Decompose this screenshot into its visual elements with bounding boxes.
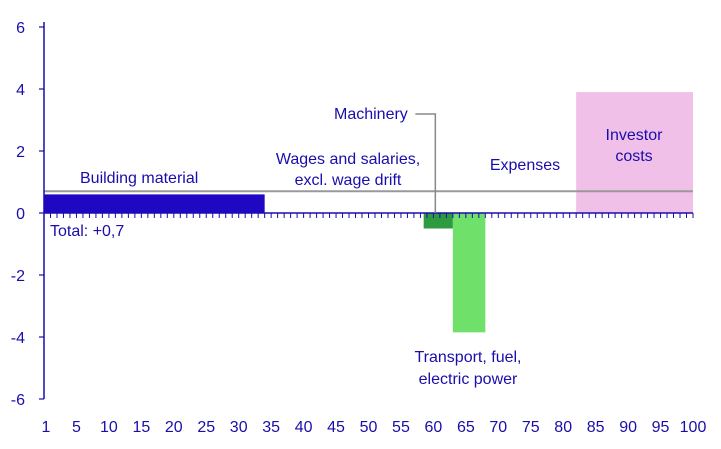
x-tick-label: 5	[72, 419, 81, 436]
x-tick-label: 35	[262, 419, 280, 436]
bar-machinery	[423, 213, 453, 229]
x-tick-label: 90	[619, 419, 637, 436]
y-tick-label: -6	[11, 392, 25, 409]
x-tick-label: 25	[197, 419, 215, 436]
y-tick-label: 6	[16, 20, 25, 37]
label-investor-line1: Investor	[606, 127, 664, 144]
x-tick-label: 80	[554, 419, 572, 436]
x-tick-label: 20	[165, 419, 183, 436]
bar-investor-costs	[576, 92, 693, 213]
x-tick-label: 85	[587, 419, 605, 436]
label-transport-line2: electric power	[419, 371, 518, 388]
label-wages-line1: Wages and salaries,	[276, 151, 420, 168]
y-tick-label: 0	[16, 206, 25, 223]
x-tick-label: 70	[489, 419, 507, 436]
x-tick-label: 100	[680, 419, 707, 436]
label-machinery: Machinery	[334, 106, 408, 123]
x-tick-label: 1	[41, 419, 50, 436]
bar-building-material	[44, 194, 265, 213]
label-investor-line2: costs	[615, 148, 652, 165]
x-tick-label: 65	[457, 419, 475, 436]
x-tick-label: 95	[652, 419, 670, 436]
bar-transport-fuel-electric-power	[452, 213, 486, 333]
x-tick-label: 45	[327, 419, 345, 436]
label-building-material: Building material	[80, 170, 198, 187]
y-tick-label: -2	[11, 268, 25, 285]
x-tick-label: 10	[100, 419, 118, 436]
label-transport-line1: Transport, fuel,	[414, 349, 521, 366]
label-total: Total: +0,7	[50, 223, 124, 240]
x-tick-label: 60	[425, 419, 443, 436]
x-tick-label: 55	[392, 419, 410, 436]
x-tick-label: 30	[230, 419, 248, 436]
y-tick-label: 4	[16, 82, 25, 99]
label-wages-line2: excl. wage drift	[295, 172, 402, 189]
label-expenses: Expenses	[490, 157, 560, 174]
x-tick-label: 15	[132, 419, 150, 436]
x-tick-label: 40	[295, 419, 313, 436]
annotation-labels: Building material Wages and salaries, ex…	[50, 106, 663, 388]
machinery-leader-line	[415, 113, 437, 213]
y-tick-label: -4	[11, 330, 25, 347]
y-tick-label: 2	[16, 144, 25, 161]
x-tick-label: 75	[522, 419, 540, 436]
x-tick-label: 50	[360, 419, 378, 436]
